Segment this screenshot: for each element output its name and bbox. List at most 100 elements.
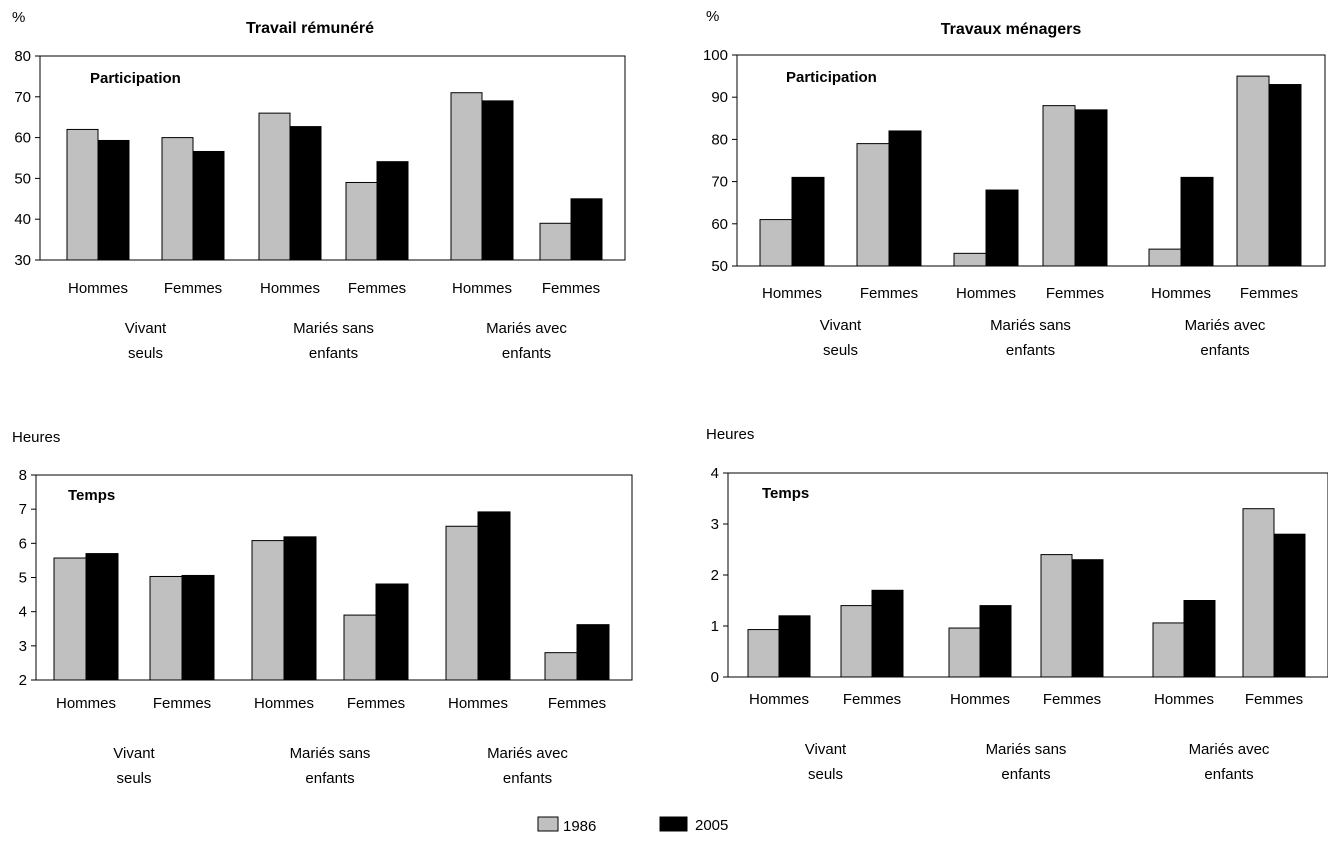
bar-2005-6 bbox=[1273, 533, 1306, 678]
bar-1986-4 bbox=[345, 181, 378, 261]
group-label-line: Mariés sans bbox=[290, 745, 371, 762]
y-tick-label: 60 bbox=[14, 130, 31, 147]
y-tick-label: 3 bbox=[19, 638, 27, 655]
y-tick-label: 90 bbox=[711, 89, 728, 106]
group-label: Mariés avec enfants bbox=[487, 745, 568, 787]
plot-frame bbox=[736, 54, 1326, 267]
x-category-label: Femmes bbox=[542, 280, 600, 297]
y-tick-label: 4 bbox=[19, 604, 27, 621]
group-label-line: seuls bbox=[128, 345, 163, 362]
group-label-line: Mariés sans bbox=[293, 320, 374, 337]
bar-1986-1 bbox=[53, 557, 87, 681]
bar-2005-4 bbox=[376, 161, 409, 261]
y-tick-label: 2 bbox=[19, 672, 27, 689]
group-label-line: Mariés avec bbox=[487, 745, 568, 762]
y-axis-unit-label: % bbox=[12, 9, 25, 26]
bar-1986-2 bbox=[149, 575, 183, 681]
bar-1986-4 bbox=[1042, 105, 1076, 267]
group-label-line: Mariés avec bbox=[1189, 741, 1270, 758]
y-tick-label: 2 bbox=[711, 567, 719, 584]
group-label-line: Vivant bbox=[820, 317, 862, 334]
x-category-label: Hommes bbox=[1151, 285, 1211, 302]
bar-2005-4 bbox=[1071, 559, 1104, 678]
plot-frame bbox=[35, 474, 633, 681]
group-label-line: seuls bbox=[808, 766, 843, 783]
group-label-line: enfants bbox=[502, 345, 551, 362]
group-label-line: enfants bbox=[305, 770, 354, 787]
bar-1986-1 bbox=[747, 629, 780, 678]
bar-2005-3 bbox=[289, 126, 322, 261]
bar-1986-2 bbox=[161, 137, 194, 261]
x-category-label: Hommes bbox=[762, 285, 822, 302]
y-tick-label: 70 bbox=[711, 174, 728, 191]
x-category-label: Femmes bbox=[153, 695, 211, 712]
bar-2005-2 bbox=[888, 130, 922, 267]
y-tick-label: 6 bbox=[19, 535, 27, 552]
x-category-label: Hommes bbox=[1154, 691, 1214, 708]
y-tick-label: 0 bbox=[711, 669, 719, 686]
legend-label-1986: 1986 bbox=[563, 818, 596, 835]
chart-panel-3: Heures Temps 2 3 4 5 6 7 8 Hommes Femmes Hommes Femm… bbox=[12, 429, 633, 787]
group-label: Mariés sans enfants bbox=[986, 741, 1067, 783]
y-tick-label: 4 bbox=[711, 465, 719, 482]
chart-title: Travaux ménagers bbox=[941, 21, 1082, 38]
group-label: Mariés avec enfants bbox=[1185, 317, 1266, 359]
bar-2005-1 bbox=[778, 615, 811, 678]
y-axis-unit-label: Heures bbox=[12, 429, 60, 446]
bar-2005-2 bbox=[871, 589, 904, 678]
x-category-label: Hommes bbox=[448, 695, 508, 712]
bar-2005-6 bbox=[576, 624, 610, 681]
group-label-line: enfants bbox=[1001, 766, 1050, 783]
group-label-line: seuls bbox=[116, 770, 151, 787]
x-category-label: Femmes bbox=[164, 280, 222, 297]
bar-1986-1 bbox=[66, 128, 99, 261]
group-label: Vivant seuls bbox=[125, 320, 167, 362]
bar-2005-5 bbox=[477, 511, 511, 681]
bar-2005-3 bbox=[283, 536, 317, 681]
chart-title: Travail rémunéré bbox=[246, 20, 374, 37]
chart-subtitle: Participation bbox=[90, 70, 181, 87]
group-label: Mariés avec enfants bbox=[486, 320, 567, 362]
bar-2005-5 bbox=[1180, 176, 1214, 267]
bar-1986-3 bbox=[953, 252, 987, 267]
y-tick-label: 1 bbox=[711, 618, 719, 635]
group-label-line: Vivant bbox=[113, 745, 155, 762]
y-tick-label: 3 bbox=[711, 516, 719, 533]
x-category-label: Femmes bbox=[347, 695, 405, 712]
bar-1986-6 bbox=[544, 652, 578, 681]
group-label-line: Mariés sans bbox=[990, 317, 1071, 334]
chart-panel-1: % Travail rémunéré Participation 30 40 50 60 70… bbox=[12, 9, 626, 362]
group-label-line: enfants bbox=[503, 770, 552, 787]
group-label: Vivant seuls bbox=[820, 317, 862, 359]
y-axis-unit-label: Heures bbox=[706, 426, 754, 443]
x-category-label: Femmes bbox=[348, 280, 406, 297]
group-label: Mariés avec enfants bbox=[1189, 741, 1270, 783]
chart-subtitle: Temps bbox=[68, 487, 115, 504]
bar-1986-6 bbox=[1236, 75, 1270, 267]
y-tick-label: 8 bbox=[19, 467, 27, 484]
bar-2005-3 bbox=[985, 189, 1019, 267]
y-tick-label: 40 bbox=[14, 211, 31, 228]
bar-1986-3 bbox=[258, 112, 291, 261]
bar-2005-4 bbox=[1074, 109, 1108, 267]
bar-2005-6 bbox=[570, 198, 603, 261]
group-label: Mariés sans enfants bbox=[990, 317, 1071, 359]
x-category-label: Hommes bbox=[452, 280, 512, 297]
x-category-label: Hommes bbox=[950, 691, 1010, 708]
bar-1986-3 bbox=[948, 627, 981, 678]
x-category-label: Femmes bbox=[1245, 691, 1303, 708]
y-tick-label: 60 bbox=[711, 216, 728, 233]
group-label-line: Vivant bbox=[805, 741, 847, 758]
bar-1986-5 bbox=[450, 92, 483, 261]
y-tick-label: 70 bbox=[14, 89, 31, 106]
x-category-label: Hommes bbox=[260, 280, 320, 297]
group-label-line: Vivant bbox=[125, 320, 167, 337]
bar-2005-4 bbox=[375, 583, 409, 681]
plot-frame bbox=[39, 55, 626, 261]
y-tick-label: 50 bbox=[14, 170, 31, 187]
group-label-line: enfants bbox=[1204, 766, 1253, 783]
legend-label-2005: 2005 bbox=[695, 817, 728, 834]
bar-1986-5 bbox=[1152, 622, 1185, 678]
bar-2005-1 bbox=[791, 176, 825, 267]
